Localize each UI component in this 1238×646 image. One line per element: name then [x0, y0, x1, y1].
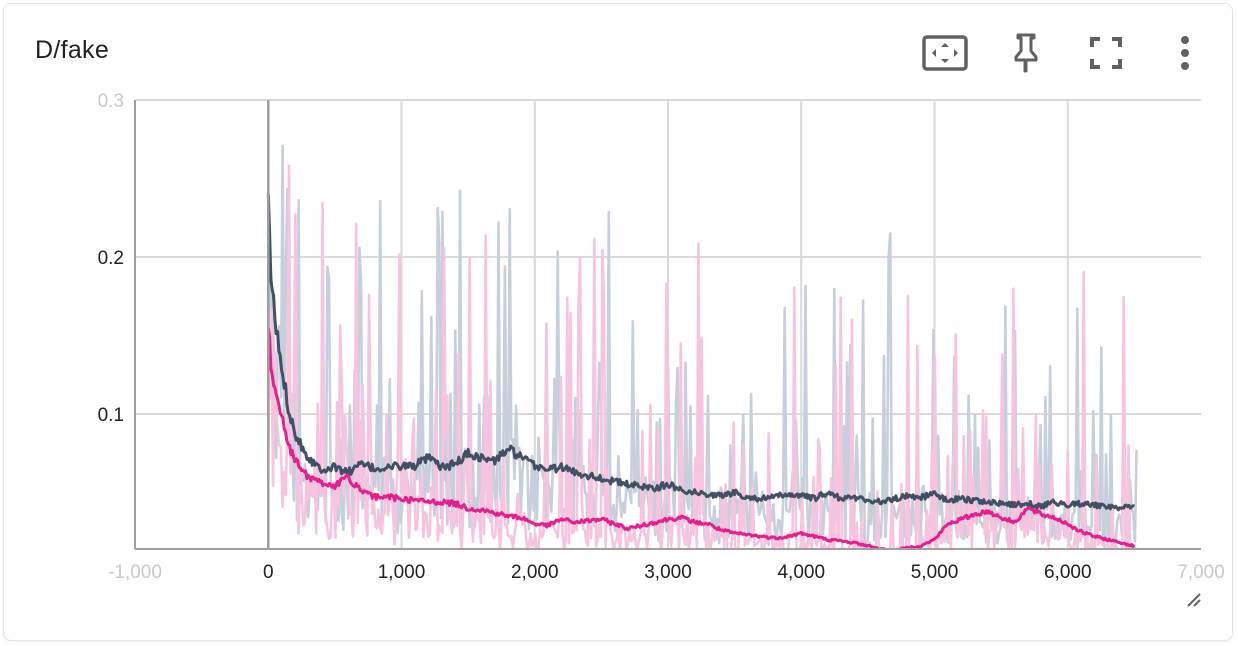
- x-tick-label: 6,000: [1044, 562, 1092, 583]
- raw-series-layer: [267, 144, 1138, 549]
- raw-trace-1: [267, 164, 1137, 549]
- card-title: D/fake: [35, 36, 110, 64]
- series-line-1: [266, 327, 1136, 549]
- series-line-0: [266, 194, 1135, 512]
- fullscreen-button[interactable]: [1083, 30, 1129, 76]
- y-tick-label: 0.2: [98, 248, 124, 269]
- more-options-button[interactable]: [1162, 30, 1208, 76]
- fullscreen-icon: [1090, 37, 1122, 69]
- tick-labels: -1,000 0 1,000 2,000 3,000 4,000 5,000 6,000 7,0…: [98, 91, 1225, 583]
- resize-handle-icon[interactable]: [1184, 590, 1204, 610]
- smoothed-series-layer: [266, 194, 1136, 549]
- x-tick-label: -1,000: [108, 562, 162, 583]
- x-tick-label: 3,000: [644, 562, 692, 583]
- pin-button[interactable]: [1003, 30, 1049, 76]
- x-tick-label: 1,000: [378, 562, 426, 583]
- x-tick-label: 5,000: [911, 562, 959, 583]
- y-tick-label: 0.3: [98, 91, 124, 112]
- x-tick-label: 4,000: [777, 562, 825, 583]
- x-tick-label: 7,000: [1177, 562, 1225, 583]
- more-vert-icon: [1181, 36, 1189, 70]
- fit-domain-icon: [922, 35, 968, 71]
- fit-domain-button[interactable]: [922, 30, 968, 76]
- axes: [134, 100, 1201, 550]
- y-tick-label: 0.1: [98, 405, 124, 426]
- x-tick-label: 0: [263, 562, 274, 583]
- x-tick-label: 2,000: [511, 562, 559, 583]
- pin-icon: [1014, 33, 1038, 73]
